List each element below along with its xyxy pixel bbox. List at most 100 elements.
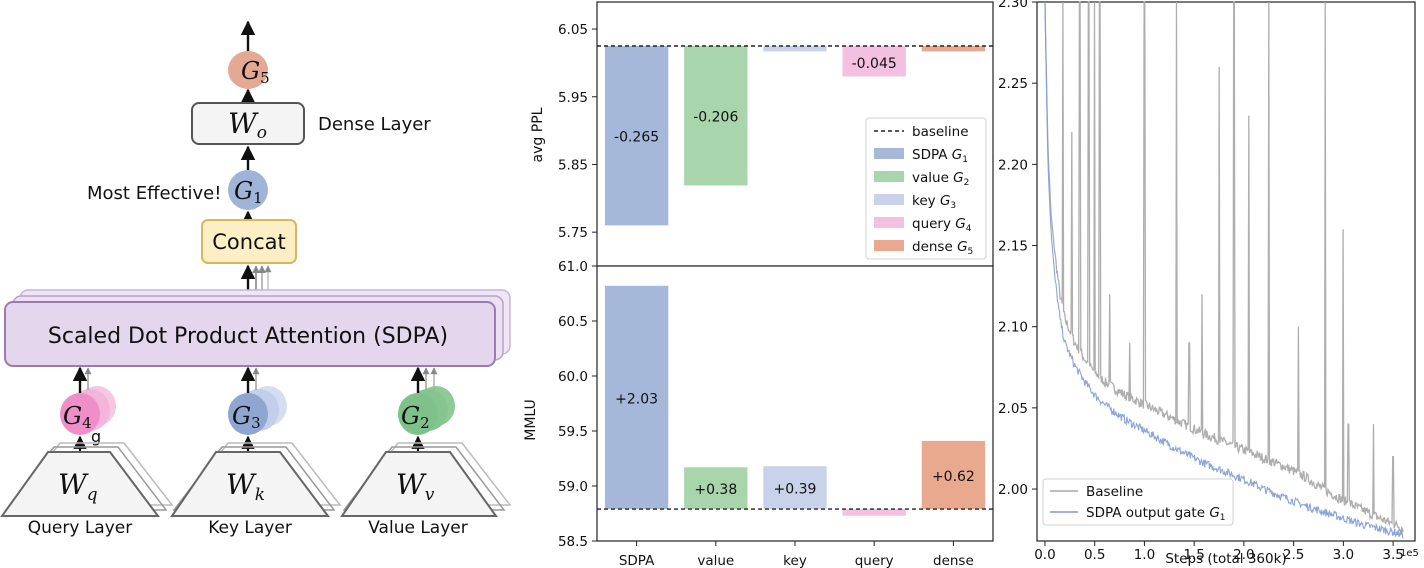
ytick-label: 60.5 [558,314,588,330]
g2-label: G2 [401,402,430,432]
bar-key [763,46,827,52]
ppl-yticks: 6.05 5.95 5.85 5.75 [558,22,597,241]
legend-baseline-label: baseline [912,124,969,140]
value-layer-label: Value Layer [368,518,468,538]
wo-box [191,102,305,145]
wq-label: Wq [58,468,98,505]
loss-line-chart: 2.30 2.25 2.20 2.15 2.10 2.05 2.00 0.0 0.5 1.0 1.… [998,0,1419,567]
g2-node-group: G2 [398,386,455,435]
bar-SDPA [604,285,669,510]
xtick-label-dense: dense [933,553,974,568]
legend-label-key: key G3 [912,193,956,211]
concat-box [201,219,297,264]
most-effective-label: Most Effective! [87,183,221,204]
legend-swatch-SDPA [874,148,904,159]
g5-node [228,51,268,89]
bar-label-key: +0.39 [774,482,817,498]
ppl-legend-entries: SDPA G1 value G2 key G3 query G4 dense G5 [874,147,973,257]
ytick-label: 5.95 [558,90,588,106]
key-layer-label: Key Layer [208,518,292,538]
ytick-label: 60.0 [558,369,588,385]
line-xtick-label: 3.0 [1333,547,1354,563]
mmlu-chart: +2.03 +0.38 +0.39 +0.62 61.0 60.5 60.0 59.5 59.… [523,259,994,568]
bar-label-value: +0.38 [694,482,737,498]
legend-label-query: query G4 [912,216,972,234]
g4-label: G4 [63,402,92,432]
g5-label: G5 [241,57,270,87]
query-layer-label: Query Layer [28,518,132,538]
legend-label-dense: dense G5 [912,239,973,257]
xtick-label-query: query [855,553,894,568]
legend-swatch-key [874,194,904,205]
ppl-legend: baseline SDPA G1 value G2 key G3 query G4 de… [865,117,987,260]
wq-trapezoid [0,451,160,517]
bar-dense [921,46,986,52]
line-ytick-label: 2.05 [998,401,1028,417]
bar-label-SDPA: -0.265 [614,130,659,146]
ytick-label: 58.5 [558,534,588,550]
line-xtick-label: 1.5 [1183,547,1204,563]
g3-node-group: G3 [228,386,287,435]
g3-label: G3 [232,402,261,432]
line-xtick-label: 2.0 [1233,547,1254,563]
line-legend: Baseline SDPA output gate G1 [1042,478,1234,526]
ytick-label: 5.75 [558,225,588,241]
bar-label-query: -0.045 [852,56,897,72]
wk-label: Wk [226,468,265,505]
g4-node-group: G4 g [60,386,116,446]
g-small-label: g [91,427,101,446]
wk-trapezoid [170,451,330,517]
g1-node [228,170,268,210]
wv-layer: Wv Value Layer [340,442,512,538]
series-sdpa-gate [1044,1,1404,539]
sdpa-label: Scaled Dot Product Attention (SDPA) [48,324,448,349]
ppl-ylabel: avg PPL [530,107,546,162]
bar-query [842,509,906,516]
legend-baseline-line-label: Baseline [1086,484,1143,500]
legend-gated-line-label: SDPA output gate G1 [1086,505,1226,523]
bar-dense [921,440,986,510]
ytick-label: 5.85 [558,157,588,173]
ytick-label: 61.0 [558,259,588,275]
line-xtick-label: 0.0 [1034,547,1055,563]
mmlu-xticks: SDPA value key query dense [619,541,974,568]
ytick-label: 6.05 [558,22,588,38]
line-xtick-label: 3.5 [1382,547,1403,563]
xtick-label-value: value [697,553,734,568]
mmlu-bars: +2.03 +0.38 +0.39 +0.62 [597,285,993,516]
line-xtick-label: 2.5 [1283,547,1304,563]
bar-value [684,467,748,510]
legend-label-value: value G2 [912,170,969,188]
bar-label-value: -0.206 [693,110,738,126]
bar-value [684,46,748,186]
attention-gating-diagram: G5 Wo Dense Layer G1 Most Effective! Con… [0,20,512,538]
line-xtick-label: 1.0 [1134,547,1155,563]
ytick-label: 59.5 [558,424,588,440]
bar-query [842,46,906,77]
line-xticks: 0.0 0.5 1.0 1.5 2.0 2.5 3.0 3.5 [1034,541,1404,563]
bar-key [763,466,827,510]
line-xtick-label: 0.5 [1084,547,1105,563]
legend-swatch-dense [874,240,904,251]
wk-layer: Wk Key Layer [170,442,342,538]
g2-node [398,393,438,435]
mmlu-yticks: 61.0 60.5 60.0 59.5 59.0 58.5 [558,259,597,550]
bar-label-dense: +0.62 [932,469,975,485]
bar-SDPA [604,46,669,226]
g1-label: G1 [234,177,263,207]
wq-layer: Wq Query Layer [0,442,174,538]
line-series [1044,1,1404,539]
g3-node [228,393,268,435]
line-ytick-label: 2.25 [998,76,1028,92]
series-baseline [1044,1,1404,534]
wo-label: Wo [228,107,267,143]
line-xlabel: Steps (total 360k) [1165,551,1286,567]
legend-swatch-query [874,217,904,228]
sdpa-box [4,301,496,367]
ppl-bars: -0.265 -0.206 -0.045 [597,45,993,226]
mmlu-ylabel: MMLU [523,399,539,441]
line-ytick-label: 2.00 [998,482,1028,498]
line-x-scale-label: 1e5 [1400,548,1419,559]
bar-label-SDPA: +2.03 [615,391,658,407]
